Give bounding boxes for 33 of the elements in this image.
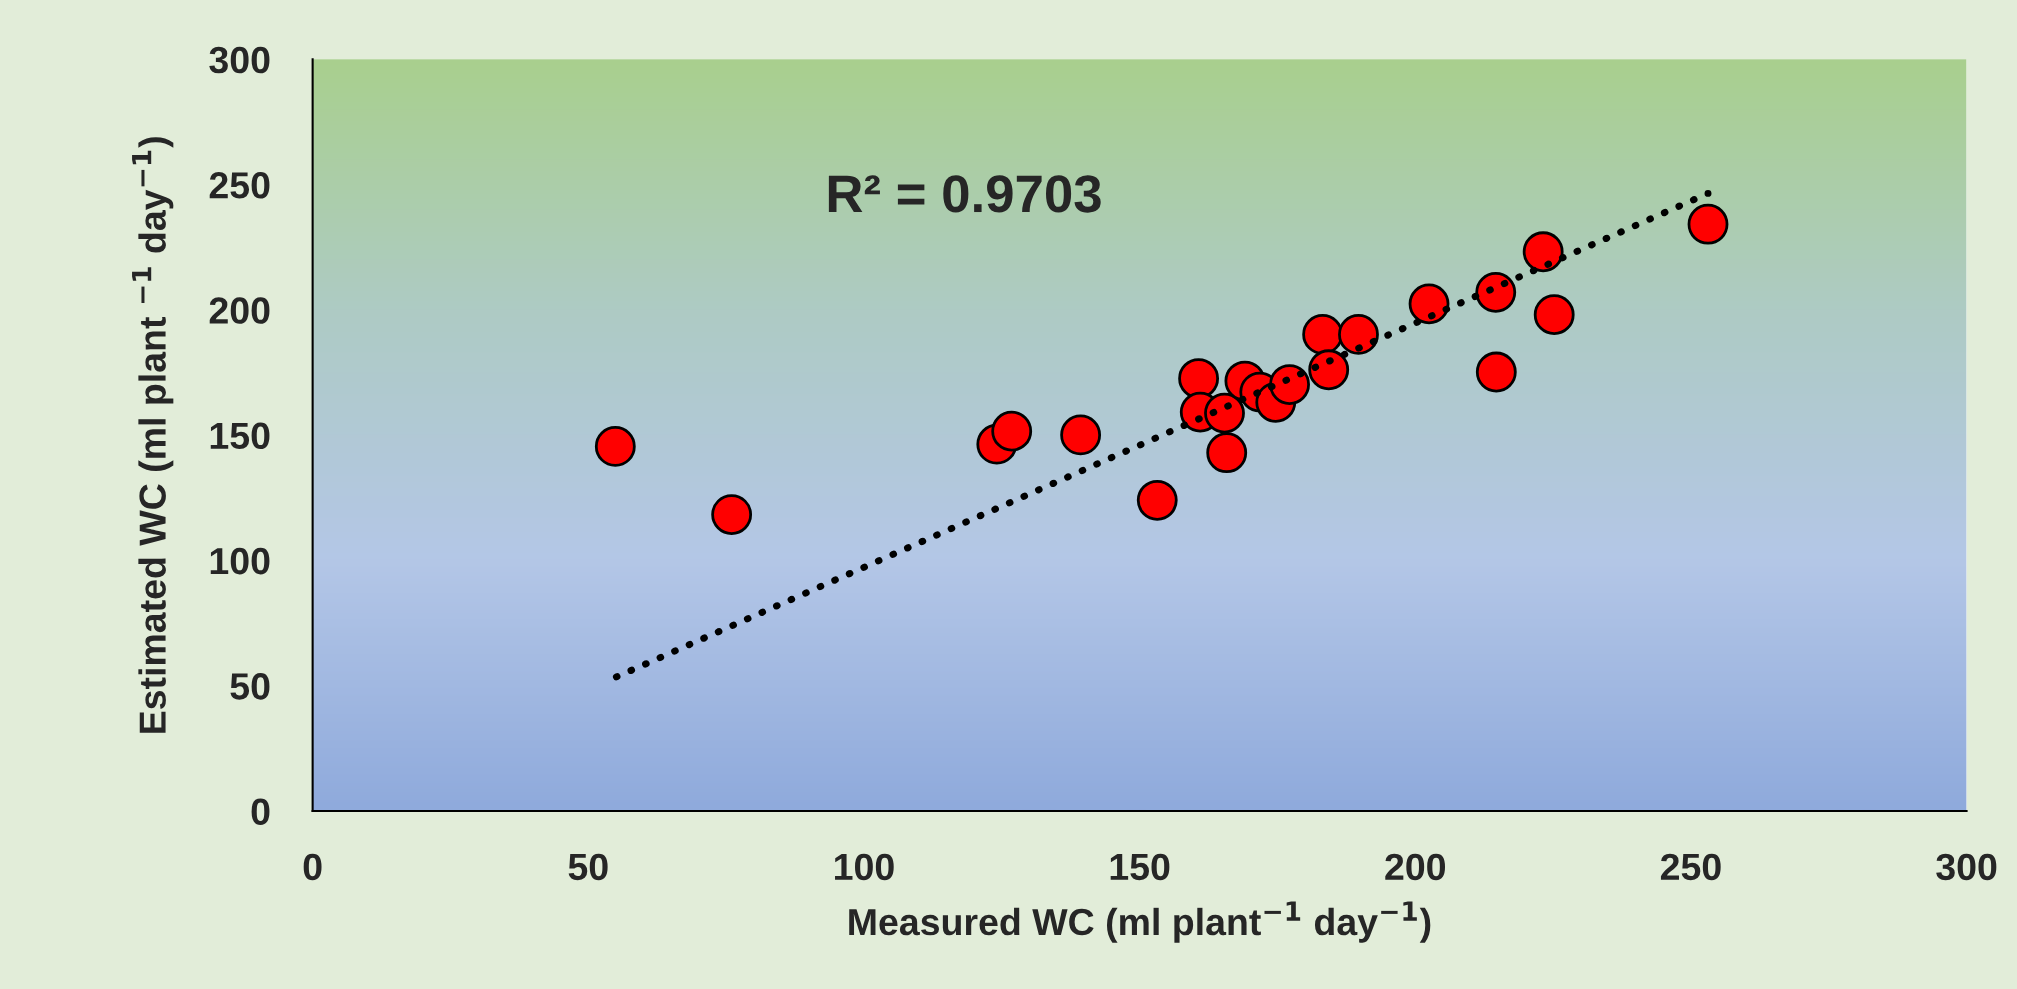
- point: [1522, 231, 1564, 273]
- point: [991, 410, 1033, 452]
- x-tick-label: 300: [1936, 853, 1997, 881]
- point: [711, 494, 753, 535]
- x-tick-label: 50: [568, 853, 608, 881]
- point: [1533, 294, 1575, 336]
- point: [1308, 349, 1350, 391]
- point: [1408, 283, 1450, 325]
- x-axis-title: Measured WC (ml plant$^{−1}$ day$^{−1}$): [849, 901, 1431, 943]
- point: [1475, 351, 1517, 393]
- y-tick-label: 50: [230, 673, 270, 700]
- x-tick-label: 150: [1110, 853, 1170, 881]
- point: [1204, 392, 1245, 434]
- y-tick-label: 250: [209, 172, 270, 199]
- x-tick-label: 250: [1660, 853, 1721, 881]
- point: [1687, 203, 1729, 245]
- point: [1475, 271, 1517, 313]
- point: [594, 426, 636, 467]
- x-tick-label: 200: [1385, 853, 1446, 881]
- y-tick-label: 0: [251, 798, 270, 825]
- annotation: R² = 0.9703: [828, 175, 1101, 213]
- x-tick-label: 0: [303, 853, 322, 881]
- y-tick-label: 150: [210, 422, 270, 450]
- point: [1178, 358, 1219, 399]
- point: [1060, 414, 1102, 456]
- y-tick-label: 200: [209, 297, 270, 324]
- point: [1136, 479, 1178, 521]
- point: [1206, 432, 1248, 474]
- x-tick-label: 100: [835, 853, 894, 881]
- point: [1338, 314, 1379, 355]
- y-tick-label: 100: [210, 547, 270, 575]
- y-axis-title: Estimated WC (ml plant $^{−1}$ day$^{−1}$): [132, 137, 174, 733]
- y-tick-label: 300: [209, 46, 270, 74]
